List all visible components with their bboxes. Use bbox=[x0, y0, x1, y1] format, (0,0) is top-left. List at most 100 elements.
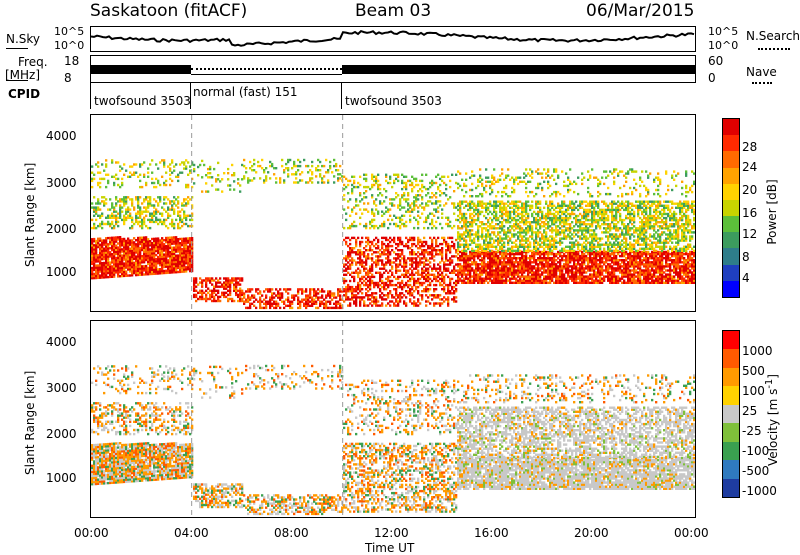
power-cell bbox=[477, 178, 480, 181]
power-cell bbox=[489, 210, 492, 214]
power-cell bbox=[407, 179, 410, 183]
power-cell bbox=[497, 279, 500, 282]
power-cell bbox=[475, 265, 478, 268]
power-cell bbox=[179, 171, 182, 174]
power-cell bbox=[117, 267, 120, 270]
power-cell bbox=[477, 229, 480, 232]
power-cell bbox=[369, 267, 372, 270]
power-cell bbox=[423, 208, 426, 211]
power-cell bbox=[545, 261, 548, 264]
power-cell bbox=[147, 250, 150, 253]
power-cell bbox=[137, 251, 140, 254]
power-cell bbox=[545, 235, 548, 238]
power-cell bbox=[127, 175, 130, 178]
power-cell bbox=[509, 277, 512, 280]
power-cell bbox=[535, 279, 538, 282]
power-cell bbox=[535, 202, 538, 205]
power-cell bbox=[503, 241, 506, 244]
power-cell bbox=[213, 291, 216, 294]
power-cell bbox=[505, 208, 508, 212]
power-cell bbox=[537, 267, 540, 270]
power-cell bbox=[201, 190, 204, 193]
power-cell bbox=[477, 263, 480, 266]
power-cell bbox=[471, 202, 474, 205]
power-cell bbox=[405, 302, 408, 305]
power-cell bbox=[497, 204, 500, 207]
power-cell bbox=[459, 216, 462, 220]
power-cell bbox=[311, 181, 314, 184]
power-cell bbox=[527, 281, 530, 284]
power-cell bbox=[123, 241, 126, 245]
power-cell bbox=[299, 304, 302, 307]
power-cell bbox=[91, 277, 94, 280]
power-cell bbox=[541, 225, 544, 228]
power-cell bbox=[365, 273, 368, 276]
power-cell bbox=[527, 216, 530, 220]
power-cell bbox=[509, 225, 512, 228]
power-cell bbox=[131, 241, 134, 244]
power-cell bbox=[337, 173, 340, 176]
power-cell bbox=[487, 277, 490, 280]
power-cell bbox=[349, 285, 352, 289]
power-cell bbox=[547, 214, 550, 218]
power-cell bbox=[263, 302, 266, 305]
power-cell bbox=[173, 210, 176, 213]
power-cell bbox=[105, 269, 108, 273]
power-cell bbox=[325, 304, 328, 307]
power-cell bbox=[519, 267, 522, 270]
power-cell bbox=[235, 293, 238, 297]
power-cell bbox=[319, 169, 322, 172]
power-cell bbox=[323, 304, 326, 307]
power-cell bbox=[453, 255, 456, 258]
power-cell bbox=[181, 224, 184, 228]
power-cell bbox=[129, 257, 132, 261]
power-cell bbox=[547, 252, 550, 256]
power-cell bbox=[543, 216, 546, 220]
power-cell bbox=[535, 204, 538, 207]
power-cell bbox=[539, 239, 542, 242]
power-cell bbox=[197, 297, 200, 301]
power-cell bbox=[497, 239, 500, 242]
power-cell bbox=[119, 200, 122, 203]
power-cell bbox=[97, 171, 100, 174]
power-cell bbox=[495, 247, 498, 250]
power-cell bbox=[439, 204, 442, 207]
power-cell bbox=[409, 283, 412, 287]
power-cell bbox=[147, 218, 150, 222]
power-cell bbox=[401, 265, 404, 268]
power-cell bbox=[547, 265, 550, 268]
power-cell bbox=[401, 194, 404, 197]
power-cell bbox=[189, 259, 192, 263]
power-cell bbox=[503, 218, 506, 222]
power-cell bbox=[205, 289, 208, 292]
power-cell bbox=[341, 179, 344, 182]
power-cell bbox=[511, 261, 514, 264]
power-cell bbox=[353, 279, 356, 283]
power-cell bbox=[91, 206, 94, 209]
power-cell bbox=[351, 288, 354, 291]
power-cell bbox=[399, 285, 402, 289]
power-cell bbox=[175, 254, 178, 257]
freq-bar-segment-1 bbox=[91, 65, 191, 74]
power-cell bbox=[381, 247, 384, 250]
power-cell bbox=[499, 227, 502, 230]
power-cell bbox=[97, 256, 100, 259]
power-cell bbox=[531, 235, 534, 238]
power-cell bbox=[493, 231, 496, 234]
power-cell bbox=[115, 204, 118, 207]
power-cell bbox=[549, 257, 552, 260]
power-cell bbox=[521, 202, 524, 205]
power-cell bbox=[95, 260, 98, 263]
power-cell bbox=[429, 261, 432, 264]
power-cell bbox=[531, 273, 534, 276]
power-cell bbox=[401, 296, 404, 299]
power-cell bbox=[539, 243, 542, 246]
power-cell bbox=[515, 239, 518, 242]
power-cell bbox=[349, 290, 352, 293]
power-cell bbox=[509, 247, 512, 250]
power-cell bbox=[469, 195, 472, 198]
power-cell bbox=[337, 288, 340, 291]
power-cell bbox=[513, 190, 516, 194]
power-cell bbox=[407, 257, 410, 260]
power-cell bbox=[125, 254, 128, 257]
